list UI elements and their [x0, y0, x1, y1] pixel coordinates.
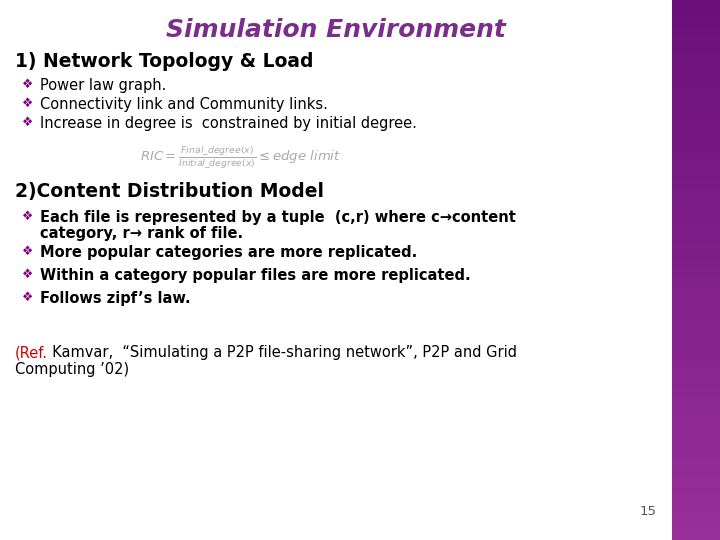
Bar [672, 440, 720, 450]
Text: 15: 15 [639, 505, 657, 518]
Bar [672, 152, 720, 162]
Bar [672, 314, 720, 324]
Bar [672, 215, 720, 225]
Bar [672, 107, 720, 117]
Text: ❖: ❖ [22, 245, 33, 258]
Text: Follows zipf’s law.: Follows zipf’s law. [40, 291, 191, 306]
Text: (Ref.: (Ref. [15, 345, 48, 360]
Text: category, r→ rank of file.: category, r→ rank of file. [40, 226, 243, 241]
Text: Power law graph.: Power law graph. [40, 78, 166, 93]
Text: ❖: ❖ [22, 210, 33, 223]
Bar [672, 179, 720, 189]
Bar [672, 332, 720, 342]
Bar [672, 116, 720, 126]
Bar [672, 350, 720, 360]
Bar [672, 62, 720, 72]
Bar [672, 260, 720, 270]
Bar [672, 431, 720, 441]
Bar [672, 413, 720, 423]
Text: Within a category popular files are more replicated.: Within a category popular files are more… [40, 268, 471, 283]
Text: 1) Network Topology & Load: 1) Network Topology & Load [15, 52, 313, 71]
Bar [672, 8, 720, 18]
Text: ❖: ❖ [22, 268, 33, 281]
Bar [672, 17, 720, 27]
Text: Increase in degree is  constrained by initial degree.: Increase in degree is constrained by ini… [40, 116, 417, 131]
Bar [672, 476, 720, 486]
Bar [672, 296, 720, 306]
Bar [672, 242, 720, 252]
Bar [672, 386, 720, 396]
Bar [672, 233, 720, 243]
Bar [672, 305, 720, 315]
Bar [672, 71, 720, 81]
Bar [672, 278, 720, 288]
Text: $\mathit{RIC} = \frac{\mathit{Final\_degree(x)}}{\mathit{Initial\_degree(x)}} \l: $\mathit{RIC} = \frac{\mathit{Final\_deg… [140, 145, 341, 171]
Text: Simulation Environment: Simulation Environment [166, 18, 506, 42]
Text: More popular categories are more replicated.: More popular categories are more replica… [40, 245, 418, 260]
Bar [672, 269, 720, 279]
Text: ❖: ❖ [22, 78, 33, 91]
Bar [672, 512, 720, 522]
Bar [672, 89, 720, 99]
Bar [672, 449, 720, 459]
Bar [672, 44, 720, 54]
Bar [672, 170, 720, 180]
Text: Kamvar,  “Simulating a P2P file-sharing network”, P2P and Grid: Kamvar, “Simulating a P2P file-sharing n… [43, 345, 517, 360]
Text: 2)Content Distribution Model: 2)Content Distribution Model [15, 182, 324, 201]
Bar [672, 197, 720, 207]
Bar [672, 458, 720, 468]
Bar [672, 530, 720, 540]
Bar [672, 404, 720, 414]
Bar [672, 521, 720, 531]
Text: ❖: ❖ [22, 291, 33, 304]
Bar [672, 377, 720, 387]
Bar [672, 395, 720, 405]
Bar [672, 80, 720, 90]
Bar [672, 503, 720, 513]
Bar [672, 359, 720, 369]
Bar [672, 188, 720, 198]
Bar [672, 143, 720, 153]
Bar [672, 35, 720, 45]
Bar [672, 341, 720, 351]
Bar [672, 485, 720, 495]
Text: ❖: ❖ [22, 97, 33, 110]
Text: Computing ’02): Computing ’02) [15, 362, 129, 377]
Bar [672, 422, 720, 432]
Bar [672, 287, 720, 297]
Text: Each file is represented by a tuple  (c,r) where c→content: Each file is represented by a tuple (c,r… [40, 210, 516, 225]
Bar [672, 206, 720, 216]
Bar [672, 0, 720, 9]
Bar [672, 53, 720, 63]
Bar [672, 26, 720, 36]
Text: Connectivity link and Community links.: Connectivity link and Community links. [40, 97, 328, 112]
Bar [672, 224, 720, 234]
Bar [672, 134, 720, 144]
Bar [672, 161, 720, 171]
Text: ❖: ❖ [22, 116, 33, 129]
Bar [672, 125, 720, 135]
Bar [672, 323, 720, 333]
Bar [672, 98, 720, 108]
Bar [672, 368, 720, 378]
Bar [672, 251, 720, 261]
Bar [672, 494, 720, 504]
Bar [672, 467, 720, 477]
